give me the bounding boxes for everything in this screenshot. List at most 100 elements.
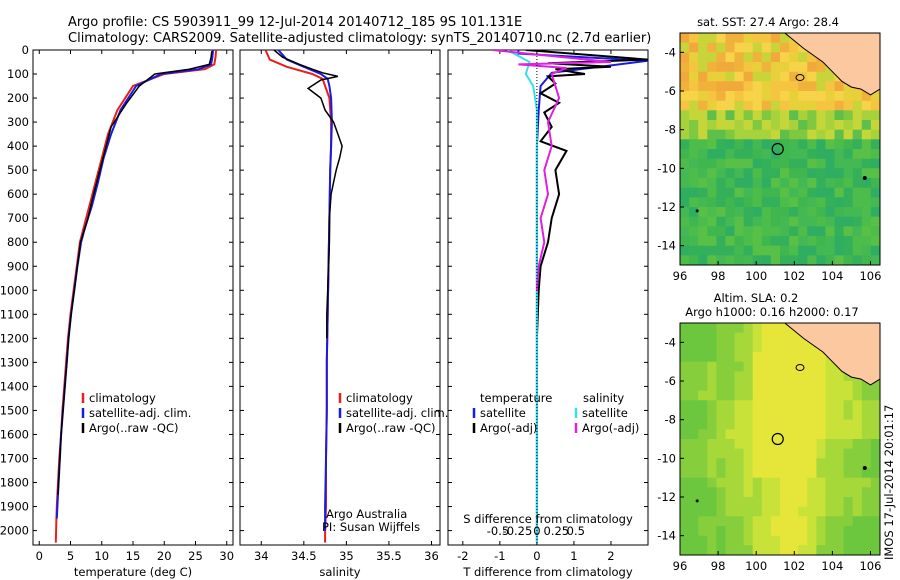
map-cell [789, 255, 799, 265]
map-cell [707, 429, 717, 440]
map-cell [870, 100, 880, 111]
map-cell [834, 400, 845, 411]
map-cell [870, 497, 880, 508]
map-cell [707, 33, 717, 44]
map-cell [761, 332, 772, 343]
map-cell [843, 120, 854, 131]
depth-tick-label: 700 [7, 211, 29, 225]
map-cell [734, 323, 745, 334]
map-cell [852, 535, 863, 546]
map-cell [680, 342, 690, 353]
map-cell [816, 178, 827, 189]
map-cell [761, 352, 772, 363]
map-cell [761, 516, 772, 527]
map-cell [852, 120, 863, 131]
map-cell [834, 255, 845, 265]
map-cell [861, 139, 872, 150]
map-cell [798, 91, 808, 102]
map-cell [743, 429, 754, 440]
map-cell [689, 497, 699, 508]
map-cell [743, 526, 754, 537]
map-cell [843, 168, 854, 179]
map-cell [825, 497, 836, 508]
map-cell [716, 477, 727, 488]
map-cell [843, 197, 854, 208]
map-cell [743, 535, 754, 546]
map-cell [789, 91, 799, 102]
map-cell [789, 129, 799, 140]
map-cell [689, 187, 699, 198]
x-axis-label: T difference from climatology [462, 565, 633, 579]
map-cell [870, 197, 880, 208]
island [862, 466, 867, 470]
map-cell [852, 381, 863, 392]
map-cell [743, 487, 754, 498]
map-cell [761, 506, 772, 517]
map-cell [716, 91, 727, 102]
map-cell [861, 178, 872, 189]
map-cell [789, 429, 799, 440]
map-cell [798, 342, 808, 353]
map-cell [689, 400, 699, 411]
map-cell [770, 400, 781, 411]
map-cell [798, 477, 808, 488]
map-cell [680, 91, 690, 102]
map-cell [825, 226, 836, 237]
map-cell [834, 535, 845, 546]
map-cell [734, 448, 745, 459]
map-cell [834, 226, 845, 237]
map-cell [807, 487, 817, 498]
map-cell [734, 361, 745, 372]
map-cell [843, 516, 854, 527]
map-cell [816, 381, 827, 392]
map-cell [707, 226, 717, 237]
map-cell [780, 448, 790, 459]
map-cell [798, 149, 808, 160]
map-cell [680, 52, 690, 63]
x-tick-label: 98 [711, 559, 726, 573]
depth-tick-label: 500 [7, 163, 29, 177]
map-cell [843, 410, 854, 421]
depth-tick-label: 1000 [0, 283, 29, 297]
map-cell [816, 361, 827, 372]
map-cell [770, 207, 781, 218]
sst-map-panel: 96 98 100 102 104 106 -4 -6 -8 -10 -12 -14 [657, 32, 881, 283]
map-cell [798, 487, 808, 498]
map-cell [807, 255, 817, 265]
y-tick-label: -8 [665, 123, 676, 137]
map-cell [789, 178, 799, 189]
map-cell [761, 42, 772, 53]
map-cell [698, 110, 708, 121]
map-cell [852, 458, 863, 469]
map-cell [780, 178, 790, 189]
map-cell [861, 477, 872, 488]
map-cell [780, 477, 790, 488]
map-cell [752, 197, 763, 208]
map-cell [798, 506, 808, 517]
map-cell [689, 100, 699, 111]
map-cell [725, 487, 736, 498]
map-cell [834, 381, 845, 392]
map-cell [752, 216, 763, 227]
map-cell [780, 187, 790, 198]
map-cell [843, 448, 854, 459]
map-cell [780, 390, 790, 401]
map-cell [789, 216, 799, 227]
map-cell [780, 245, 790, 256]
map-cell [834, 390, 845, 401]
map-cell [725, 81, 736, 92]
map-cell [780, 371, 790, 382]
map-cell [707, 410, 717, 421]
map-cell [789, 52, 799, 63]
map-cell [680, 129, 690, 140]
x-tick-label: -1 [494, 549, 505, 563]
map-cell [725, 207, 736, 218]
map-cell [870, 207, 880, 218]
map-cell [689, 216, 699, 227]
map-cell [861, 419, 872, 430]
map-cell [707, 100, 717, 111]
map-cell [825, 448, 836, 459]
map-cell [743, 139, 754, 150]
x-tick-label: 104 [821, 559, 843, 573]
map-cell [825, 439, 836, 450]
